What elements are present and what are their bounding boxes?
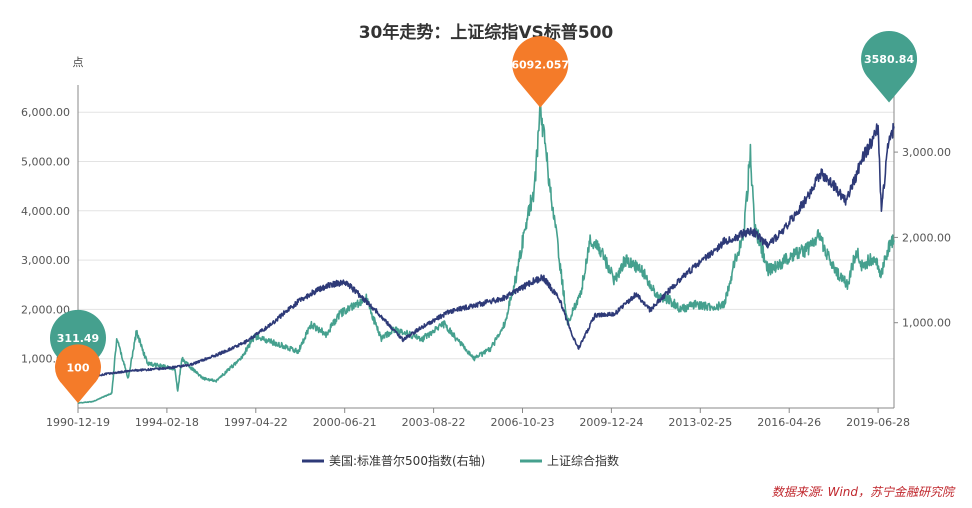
x-tick-label-0: 1990-12-19 — [46, 416, 110, 429]
annotation-pin-label-3: 3580.84 — [864, 53, 914, 66]
annotation-pin-label-1: 100 — [67, 361, 90, 374]
legend[interactable]: 美国:标准普尔500指数(右轴) 上证综合指数 — [302, 453, 619, 468]
left-tick-label-2: 3,000.00 — [21, 254, 70, 267]
series-lines — [77, 94, 895, 404]
left-tick-label-5: 6,000.00 — [21, 106, 70, 119]
x-tick-label-7: 2013-02-25 — [668, 416, 732, 429]
annotation-pin-shape-1 — [54, 344, 102, 404]
annotation-pin-3: 3580.84 — [861, 31, 918, 103]
chart-title: 30年走势：上证综指VS标普500 — [359, 22, 614, 43]
annotation-pin-label-2: 6092.057 — [511, 58, 569, 71]
legend-label-1: 上证综合指数 — [547, 453, 619, 468]
x-tick-label-8: 2016-04-26 — [757, 416, 821, 429]
annotation-pin-2: 6092.057 — [511, 36, 569, 108]
x-tick-label-6: 2009-12-24 — [579, 416, 643, 429]
series-line-1 — [77, 94, 895, 404]
legend-item-0[interactable]: 美国:标准普尔500指数(右轴) — [302, 453, 485, 468]
legend-item-1[interactable]: 上证综合指数 — [520, 453, 619, 468]
right-tick-label-0: 1,000.00 — [902, 317, 951, 330]
left-tick-label-4: 5,000.00 — [21, 156, 70, 169]
x-tick-label-3: 2000-06-21 — [313, 416, 377, 429]
x-tick-label-9: 2019-06-28 — [846, 416, 910, 429]
source-note: 数据来源: Wind，苏宁金融研究院 — [771, 485, 954, 499]
axes: 1,000.00 2,000.00 3,000.00 4,000.00 5,000.00… — [21, 85, 951, 429]
series-line-0 — [77, 122, 895, 381]
grid-lines — [78, 111, 894, 360]
right-tick-label-1: 2,000.00 — [902, 231, 951, 244]
annotation-pin-shape-2 — [512, 36, 569, 108]
annotation-pin-shape-3 — [861, 31, 918, 103]
x-tick-label-5: 2006-10-23 — [491, 416, 555, 429]
left-tick-label-3: 4,000.00 — [21, 205, 70, 218]
annotation-pins: 311.49 100 6092.057 3580.84 — [50, 31, 918, 404]
annotation-pin-label-0: 311.49 — [57, 332, 99, 345]
legend-label-0: 美国:标准普尔500指数(右轴) — [329, 453, 485, 468]
right-tick-label-2: 3,000.00 — [902, 146, 951, 159]
left-tick-label-1: 2,000.00 — [21, 303, 70, 316]
x-tick-label-4: 2003-08-22 — [402, 416, 466, 429]
annotation-pin-1: 100 — [54, 344, 102, 404]
y-axis-unit-label: 点 — [73, 56, 84, 69]
x-tick-label-2: 1997-04-22 — [224, 416, 288, 429]
x-tick-label-1: 1994-02-18 — [135, 416, 199, 429]
